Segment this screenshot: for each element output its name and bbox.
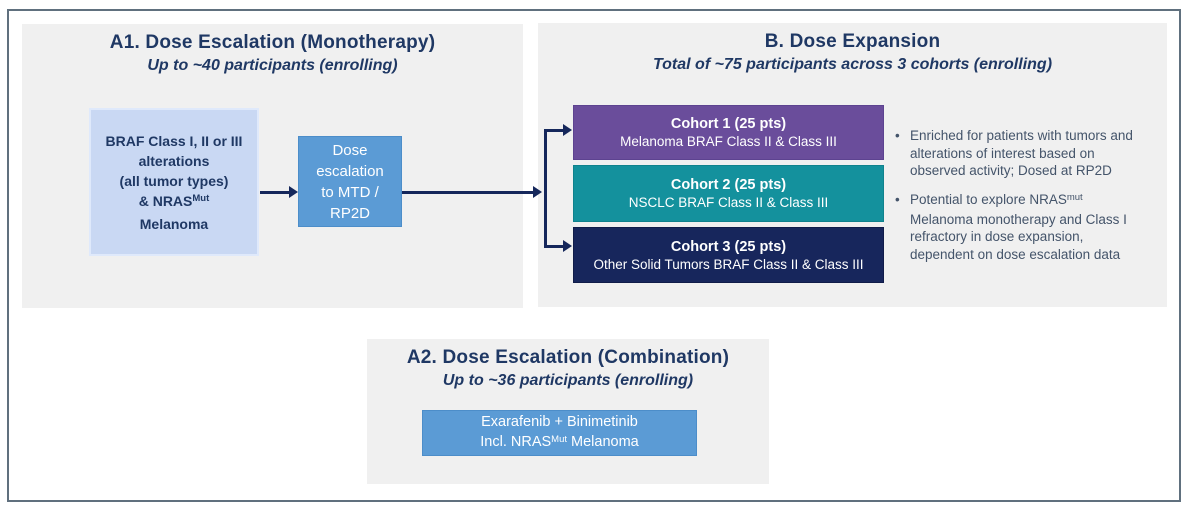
bullet-1-line-3: observed activity; Dosed at RP2D <box>910 163 1112 178</box>
diagram-outer-border <box>7 9 1181 502</box>
bullet-dot-icon: • <box>895 128 900 143</box>
arrowhead-cohort3-icon <box>563 240 572 252</box>
braf-line-4: & NRAS <box>138 192 193 209</box>
arrow-dose-to-cohorts-line <box>402 191 534 194</box>
arrowhead-entry-to-dose-icon <box>289 186 298 198</box>
panel-a1-subtitle: Up to ~40 participants (enrolling) <box>147 57 398 74</box>
braf-line-2: alterations <box>138 152 210 169</box>
combo-line-2-suffix: Melanoma <box>567 434 639 450</box>
combo-box-text: Exarafenib + Binimetinib Incl. NRASMut M… <box>480 412 639 454</box>
bullet-1-text: Enriched for patients with tumors and al… <box>910 127 1133 180</box>
dose-line-2: escalation <box>316 162 384 180</box>
bullet-2-text: Potential to explore NRASmut Melanoma mo… <box>910 191 1127 263</box>
superscript-mut: mut <box>1066 191 1083 203</box>
bullet-2-line-3: refractory in dose expansion, <box>910 229 1084 244</box>
bullet-2-line-1: Potential to explore NRAS <box>910 192 1067 207</box>
bullet-1-line-1: Enriched for patients with tumors and <box>910 128 1133 143</box>
dose-escalation-text: Dose escalation to MTD / RP2D <box>316 140 384 224</box>
dose-line-1: Dose <box>332 141 368 159</box>
panel-a1-dose-escalation-monotherapy: A1. Dose Escalation (Monotherapy) Up to … <box>22 24 523 308</box>
dose-line-4: RP2D <box>329 204 370 222</box>
cohort-1-desc: Melanoma BRAF Class II & Class III <box>620 134 837 149</box>
panel-b-dose-expansion: B. Dose Expansion Total of ~75 participa… <box>538 23 1167 307</box>
cohort-3-box: Cohort 3 (25 pts) Other Solid Tumors BRA… <box>573 227 884 283</box>
dose-escalation-mtd-rp2d-box: Dose escalation to MTD / RP2D <box>298 136 402 227</box>
bullet-enriched-patients: • Enriched for patients with tumors and … <box>895 127 1159 180</box>
bullet-1-line-2: alterations of interest based on <box>910 145 1095 161</box>
cohort-2-box: Cohort 2 (25 pts) NSCLC BRAF Class II & … <box>573 165 884 222</box>
braf-population-box: BRAF Class I, II or III alterations (all… <box>89 108 259 256</box>
panel-a2-dose-escalation-combination: A2. Dose Escalation (Combination) Up to … <box>367 339 769 484</box>
bullet-potential-explore: • Potential to explore NRASmut Melanoma … <box>895 191 1159 263</box>
cohort-1-box: Cohort 1 (25 pts) Melanoma BRAF Class II… <box>573 105 884 160</box>
braf-line-5: Melanoma <box>139 215 209 232</box>
panel-b-title: B. Dose Expansion <box>764 31 941 52</box>
braf-line-3: (all tumor types) <box>119 172 229 189</box>
cohort-3-name: Cohort 3 (25 pts) <box>670 238 787 255</box>
branch-to-cohort3-line <box>546 245 564 248</box>
braf-population-text: BRAF Class I, II or III alterations (all… <box>106 131 243 234</box>
branch-vertical-line <box>544 129 547 248</box>
exarafenib-binimetinib-box: Exarafenib + Binimetinib Incl. NRASMut M… <box>422 410 697 456</box>
bullet-2-line-2: Melanoma monotherapy and Class I <box>910 211 1127 227</box>
dose-line-3: to MTD / <box>321 183 379 201</box>
branch-to-cohort1-line <box>546 129 564 132</box>
arrow-entry-to-dose-line <box>260 191 290 194</box>
panel-b-subtitle: Total of ~75 participants across 3 cohor… <box>652 56 1053 73</box>
cohort-2-name: Cohort 2 (25 pts) <box>670 177 787 193</box>
panel-a2-title: A2. Dose Escalation (Combination) <box>406 347 730 368</box>
arrowhead-dose-to-cohorts-icon <box>533 186 542 198</box>
combo-line-2: Incl. NRAS <box>480 434 552 450</box>
panel-a2-subtitle: Up to ~36 participants (enrolling) <box>442 372 694 389</box>
cohort-1-name: Cohort 1 (25 pts) <box>670 116 787 132</box>
panel-a1-title: A1. Dose Escalation (Monotherapy) <box>109 32 436 53</box>
cohort-3-desc: Other Solid Tumors BRAF Class II & Class… <box>593 256 864 272</box>
bullet-2-line-4: dependent on dose escalation data <box>910 246 1121 262</box>
superscript-mut: Mut <box>192 193 210 204</box>
bullet-dot-icon: • <box>895 192 900 207</box>
combo-line-1: Exarafenib + Binimetinib <box>481 414 638 430</box>
braf-line-1: BRAF Class I, II or III <box>105 132 243 149</box>
superscript-mut: Mut <box>551 433 568 445</box>
cohort-2-desc: NSCLC BRAF Class II & Class III <box>628 195 829 210</box>
arrowhead-cohort1-icon <box>563 124 572 136</box>
